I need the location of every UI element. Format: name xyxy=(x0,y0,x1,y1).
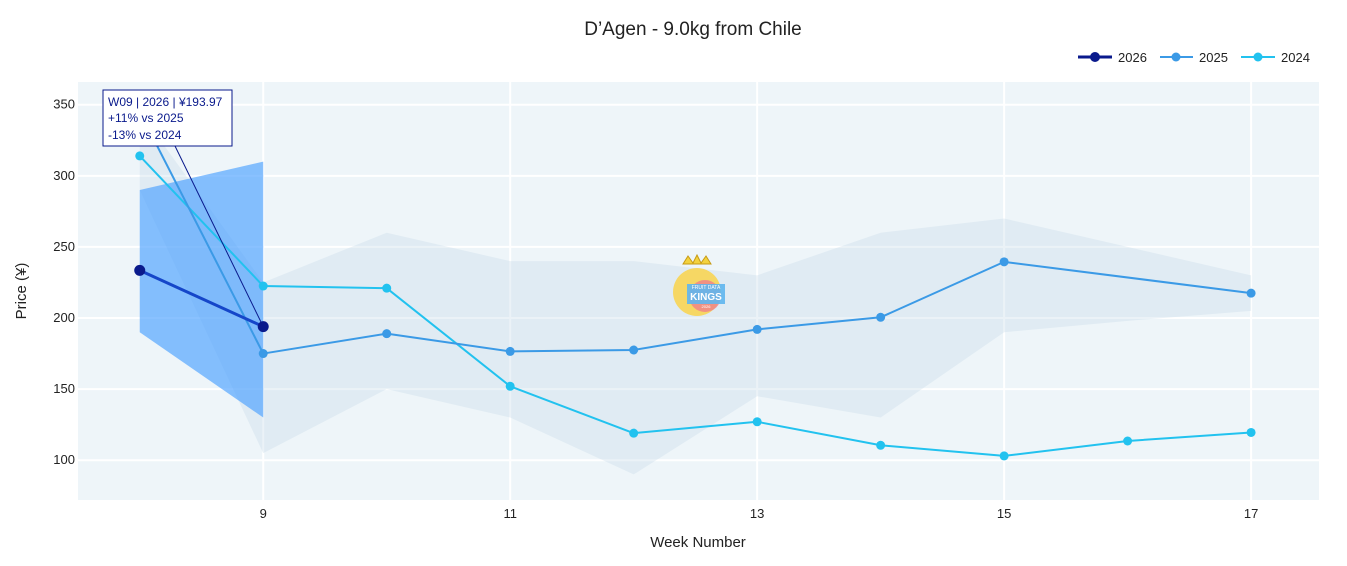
annotation-line-1: W09 | 2026 | ¥193.97 xyxy=(108,95,223,109)
series-point-2025[interactable] xyxy=(999,257,1009,267)
y-axis-ticks: 100 150 200 250 300 350 xyxy=(53,97,75,467)
chart-title: D’Agen - 9.0kg from Chile xyxy=(584,19,802,40)
series-point-2024[interactable] xyxy=(876,440,886,450)
legend-item-2025[interactable]: 2025 xyxy=(1160,50,1228,65)
y-tick-label: 100 xyxy=(53,452,75,467)
annotation-box xyxy=(102,89,233,147)
series-line-2024 xyxy=(139,155,1252,457)
watermark-line-1: FRUIT DATA xyxy=(692,285,721,291)
watermark-line-2: KINGS xyxy=(690,292,722,303)
series-point-2024[interactable] xyxy=(629,428,639,438)
x-tick-label: 13 xyxy=(750,506,764,521)
series-point-2024[interactable] xyxy=(505,381,515,391)
series-point-2026[interactable] xyxy=(134,264,146,276)
y-tick-label: 300 xyxy=(53,168,75,183)
x-tick-label: 9 xyxy=(260,506,267,521)
series-point-2025[interactable] xyxy=(629,345,639,355)
series-point-2025[interactable] xyxy=(382,329,392,339)
grid xyxy=(78,82,1319,500)
legend[interactable]: 2026 2025 2024 xyxy=(1078,50,1310,65)
y-tick-label: 200 xyxy=(53,310,75,325)
y-tick-label: 350 xyxy=(53,97,75,112)
series-point-2024[interactable] xyxy=(999,451,1009,461)
legend-label-2024: 2024 xyxy=(1281,50,1310,65)
legend-label-2026: 2026 xyxy=(1118,50,1147,65)
x-tick-label: 15 xyxy=(997,506,1011,521)
y-axis-title: Price (¥) xyxy=(13,263,30,320)
watermark-logo: FRUIT DATA KINGS 2026 xyxy=(673,253,725,316)
x-axis-ticks: 9 11 13 15 17 xyxy=(260,506,1259,521)
y-tick-label: 250 xyxy=(53,239,75,254)
hover-annotation: W09 | 2026 | ¥193.97 +11% vs 2025 -13% v… xyxy=(102,89,264,327)
x-tick-label: 11 xyxy=(503,506,517,521)
annotation-line-2: +11% vs 2025 xyxy=(108,111,184,125)
legend-item-2026[interactable]: 2026 xyxy=(1078,50,1147,65)
x-tick-label: 17 xyxy=(1244,506,1258,521)
x-axis-title: Week Number xyxy=(650,534,746,551)
series-point-2024[interactable] xyxy=(752,417,762,427)
series xyxy=(134,107,1256,461)
series-point-2024[interactable] xyxy=(258,281,268,291)
series-point-2024[interactable] xyxy=(1246,427,1256,437)
legend-label-2025: 2025 xyxy=(1199,50,1228,65)
series-point-2025[interactable] xyxy=(1246,288,1256,298)
y-tick-label: 150 xyxy=(53,381,75,396)
series-point-2025[interactable] xyxy=(752,324,762,334)
annotation-pointer xyxy=(174,145,264,327)
annotation-line-3: -13% vs 2024 xyxy=(108,128,182,142)
series-point-2025[interactable] xyxy=(258,349,268,359)
series-point-2025[interactable] xyxy=(876,312,886,322)
series-point-2025[interactable] xyxy=(505,346,515,356)
series-point-2024[interactable] xyxy=(382,283,392,293)
series-line-2026 xyxy=(139,269,264,328)
legend-item-2024[interactable]: 2024 xyxy=(1241,50,1310,65)
watermark-line-3: 2026 xyxy=(702,304,712,309)
band-2026 xyxy=(139,161,264,418)
series-point-2024[interactable] xyxy=(135,151,145,161)
series-point-2024[interactable] xyxy=(1123,436,1133,446)
